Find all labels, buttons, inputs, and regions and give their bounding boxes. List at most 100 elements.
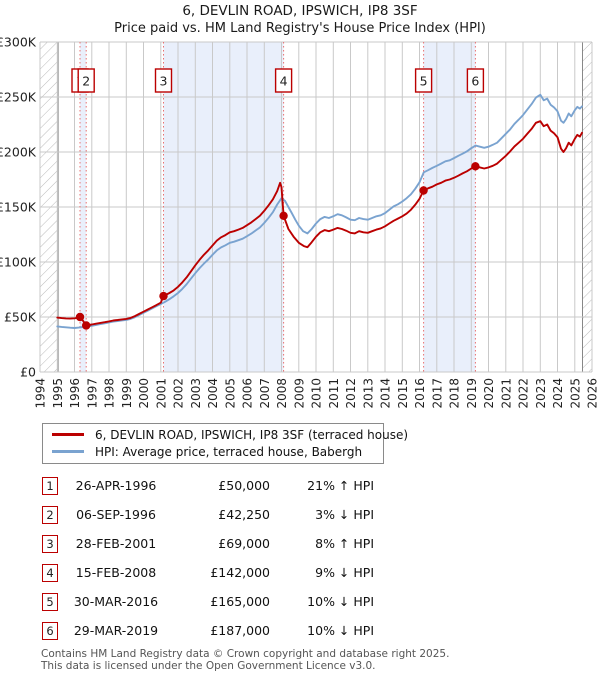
x-tick-label: 2010	[310, 378, 324, 409]
x-tick-label: 2006	[241, 378, 255, 409]
x-tick-label: 2026	[586, 378, 600, 409]
y-tick-label: £200K	[0, 145, 37, 160]
transaction-price: £50,000	[218, 478, 270, 493]
x-tick-label: 1997	[85, 378, 99, 409]
page-subtitle: Price paid vs. HM Land Registry's House …	[114, 21, 486, 36]
transaction-price: £142,000	[210, 565, 270, 580]
x-tick-label: 2007	[258, 378, 272, 409]
x-tick-label: 2003	[189, 378, 203, 409]
x-tick-label: 1994	[34, 378, 48, 409]
sale-marker-4[interactable]	[279, 211, 288, 220]
x-tick-label: 2001	[154, 378, 168, 409]
transaction-hpi-delta: 10% ↓ HPI	[307, 594, 374, 609]
legend-item-hpi: HPI: Average price, terraced house, Babe…	[43, 443, 383, 460]
price-chart: 123456£0£50K£100K£150K£200K£250K£300K199…	[0, 35, 600, 409]
transaction-row: 5 30-MAR-2016 £165,000 10% ↓ HPI	[42, 587, 374, 616]
transaction-hpi-delta: 9% ↓ HPI	[315, 565, 374, 580]
transaction-hpi-delta: 10% ↓ HPI	[307, 623, 374, 638]
sale-label-number: 6	[471, 74, 479, 89]
x-tick-label: 1998	[103, 378, 117, 409]
legend-label-price-paid: 6, DEVLIN ROAD, IPSWICH, IP8 3SF (terrac…	[95, 427, 409, 442]
x-tick-label: 2000	[137, 378, 151, 409]
transaction-hpi-delta: 3% ↓ HPI	[315, 507, 374, 522]
x-tick-label: 2016	[413, 378, 427, 409]
x-tick-label: 2024	[551, 378, 565, 409]
x-tick-label: 2022	[517, 378, 531, 409]
sale-marker-2[interactable]	[82, 321, 91, 330]
x-tick-label: 2011	[327, 378, 341, 409]
transaction-price: £187,000	[210, 623, 270, 638]
transaction-number-badge: 4	[42, 563, 58, 582]
transaction-row: 4 15-FEB-2008 £142,000 9% ↓ HPI	[42, 558, 374, 587]
transaction-date: 30-MAR-2016	[73, 594, 159, 609]
x-tick-label: 2015	[396, 378, 410, 409]
transaction-number-badge: 3	[42, 534, 58, 553]
x-tick-label: 2008	[275, 378, 289, 409]
x-tick-label: 2013	[361, 378, 375, 409]
transaction-date: 26-APR-1996	[75, 478, 157, 493]
footer: Contains HM Land Registry data © Crown c…	[41, 648, 450, 672]
sale-label-box-3[interactable]	[154, 68, 173, 93]
x-tick-label: 2009	[292, 378, 306, 409]
x-tick-label: 2018	[448, 378, 462, 409]
transaction-date: 28-FEB-2001	[75, 536, 157, 551]
sale-label-box-5[interactable]	[414, 68, 433, 93]
x-tick-label: 2023	[534, 378, 548, 409]
transaction-number-badge: 5	[42, 592, 58, 611]
x-tick-label: 1995	[51, 378, 65, 409]
transaction-date: 06-SEP-1996	[76, 507, 156, 522]
sale-label-number: 5	[420, 74, 428, 89]
x-tick-label: 2014	[379, 378, 393, 409]
sale-label-number: 2	[82, 74, 90, 89]
transaction-date: 15-FEB-2008	[75, 565, 157, 580]
hpi-line	[56, 93, 583, 329]
transaction-price: £42,250	[218, 507, 270, 522]
transaction-row: 1 26-APR-1996 £50,000 21% ↑ HPI	[42, 471, 374, 500]
y-tick-label: £150K	[0, 200, 37, 215]
x-tick-label: 2004	[206, 378, 220, 409]
transaction-row: 3 28-FEB-2001 £69,000 8% ↑ HPI	[42, 529, 374, 558]
y-tick-label: £300K	[0, 35, 37, 50]
price-line-swatch	[52, 433, 84, 436]
footer-copyright: Contains HM Land Registry data © Crown c…	[41, 648, 450, 660]
sale-marker-5[interactable]	[419, 186, 428, 195]
legend-item-price-paid: 6, DEVLIN ROAD, IPSWICH, IP8 3SF (terrac…	[43, 426, 408, 443]
transaction-number-badge: 1	[42, 476, 58, 495]
sale-marker-1[interactable]	[75, 312, 85, 322]
transaction-price: £165,000	[210, 594, 270, 609]
x-tick-label: 2017	[430, 378, 444, 409]
transaction-table: 1 26-APR-1996 £50,000 21% ↑ HPI 2 06-SEP-1996…	[42, 471, 374, 645]
x-tick-label: 2002	[172, 378, 186, 409]
transaction-date: 29-MAR-2019	[73, 623, 159, 638]
x-tick-label: 2005	[223, 378, 237, 409]
price-paid-line	[56, 120, 583, 327]
x-tick-label: 2025	[568, 378, 582, 409]
transaction-hpi-delta: 8% ↑ HPI	[315, 536, 374, 551]
sale-label-box-4[interactable]	[274, 68, 293, 93]
sale-marker-3[interactable]	[159, 291, 168, 301]
x-tick-label: 2021	[499, 378, 513, 409]
y-tick-label: £50K	[4, 310, 37, 325]
sale-label-box-2[interactable]	[77, 68, 95, 93]
transaction-row: 6 29-MAR-2019 £187,000 10% ↓ HPI	[42, 616, 374, 645]
sale-label-number: 4	[280, 74, 288, 89]
x-tick-label: 1999	[120, 378, 134, 409]
transaction-price: £69,000	[218, 536, 270, 551]
y-tick-label: £250K	[0, 90, 37, 105]
transaction-row: 2 06-SEP-1996 £42,250 3% ↓ HPI	[42, 500, 374, 529]
hpi-line-swatch	[52, 450, 84, 453]
x-tick-label: 2020	[482, 378, 496, 409]
chart-legend: 6, DEVLIN ROAD, IPSWICH, IP8 3SF (terrac…	[42, 423, 408, 464]
sale-marker-6[interactable]	[471, 162, 480, 171]
x-tick-label: 2019	[465, 378, 479, 409]
y-tick-label: £0	[20, 365, 36, 380]
sale-label-number: 3	[160, 74, 168, 89]
footer-licence: This data is licensed under the Open Gov…	[41, 659, 376, 672]
transaction-number-badge: 2	[42, 505, 58, 524]
legend-label-hpi: HPI: Average price, terraced house, Babe…	[95, 444, 363, 459]
x-tick-label: 2012	[344, 378, 358, 409]
page-title: 6, DEVLIN ROAD, IPSWICH, IP8 3SF	[182, 3, 418, 19]
sale-label-box-6[interactable]	[466, 68, 485, 93]
transaction-hpi-delta: 21% ↑ HPI	[307, 478, 374, 493]
transaction-number-badge: 6	[42, 621, 58, 640]
